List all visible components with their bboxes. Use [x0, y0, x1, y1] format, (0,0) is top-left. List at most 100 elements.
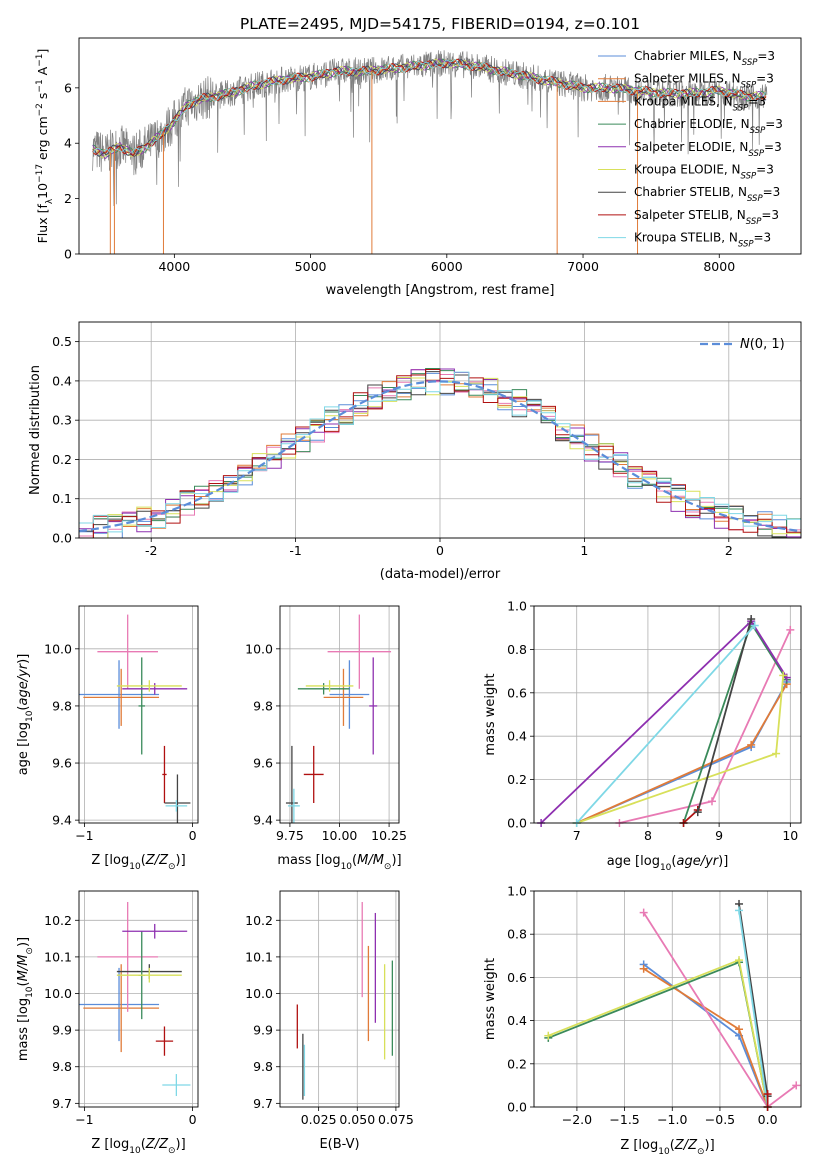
x-tick-label: −1.0 [657, 1112, 687, 1127]
plus-marker [779, 671, 788, 680]
y-tick-label: 10.0 [44, 641, 72, 656]
y-tick-label: 4 [64, 136, 72, 151]
y-tick-label: 0.3 [52, 413, 72, 428]
y-tick-label: 9.9 [253, 1023, 273, 1038]
errorbar-point [323, 668, 364, 726]
model-spectrum [92, 58, 767, 154]
plus-marker [639, 908, 648, 917]
legend-entry: Salpeter ELODIE, NSSP=3 [634, 140, 782, 159]
legend-entry: Kroupa MILES, NSSP=3 [634, 94, 766, 113]
model-spectrum [92, 58, 767, 154]
y-tick-label: 0.2 [507, 1056, 527, 1071]
y-tick-label: 10.1 [44, 949, 72, 964]
x-tick-label: 0.0 [758, 1112, 778, 1127]
x-tick-label: -2 [145, 543, 157, 558]
panel-mass_vs_ebv: 0.025 0.050 0.075 9.7 9.8 9.9 10.0 10.1 10.2 E(B-… [245, 890, 414, 1152]
y-tick-label: 9.7 [52, 1096, 72, 1111]
y-axis-label: mass weight [483, 673, 498, 755]
svg-text:N(0, 1): N(0, 1) [740, 337, 785, 352]
y-tick-label: 0.8 [507, 927, 527, 942]
panel-weight_vs_Z: −2.0 −1.5 −1.0 −0.5 0.0 0.0 0.2 0.4 0.6 0.8 1.0 Z [… [483, 884, 802, 1157]
weight-series [576, 624, 756, 824]
y-tick-label: 0.2 [52, 452, 72, 467]
y-axis-label: age [log10(age/yr)] [16, 654, 35, 776]
svg-text:mass [log10(M/M⊙)]: mass [log10(M/M⊙)] [277, 853, 401, 872]
y-tick-label: 0.0 [52, 531, 72, 546]
y-tick-label: 0.0 [507, 816, 527, 831]
errorbar-point [116, 967, 182, 983]
y-tick-label: 0.4 [507, 729, 527, 744]
errorbar-point [287, 788, 300, 823]
y-tick-label: 9.6 [253, 756, 273, 771]
errorbar-point [97, 901, 158, 1012]
errorbar-point [369, 657, 378, 755]
svg-text:Z [log10(Z/Z⊙)]: Z [log10(Z/Z⊙)] [620, 1138, 714, 1157]
axes-frame [533, 890, 802, 1108]
normal-curve [79, 380, 801, 533]
errorbar-point [165, 800, 188, 812]
x-tick-label: 1 [580, 543, 588, 558]
y-tick-label: 0 [64, 247, 72, 262]
panel-weight_vs_age: 7 8 9 10 0.0 0.2 0.4 0.6 0.8 1.0 age [log10(age/yr… [483, 599, 802, 873]
model-spectrum [92, 58, 767, 156]
errorbar-point [122, 923, 188, 939]
y-tick-label: 10.1 [245, 949, 273, 964]
errorbar-point [83, 964, 160, 1053]
x-tick-label: 0 [189, 828, 197, 843]
y-tick-label: 1.0 [507, 599, 527, 614]
y-tick-label: 9.9 [52, 1023, 72, 1038]
weight-series [738, 903, 769, 1097]
errorbar-point [329, 660, 370, 729]
x-tick-label: 10.00 [322, 828, 358, 843]
errorbar-point [155, 1026, 174, 1056]
x-tick-label: −1.5 [609, 1112, 639, 1127]
plus-marker [735, 1025, 744, 1034]
axes-frame [78, 37, 802, 255]
panel-spectrum: 4000 5000 6000 7000 8000 0 2 4 6 Chabrier MILES, … [35, 37, 802, 298]
y-tick-label: 10.0 [245, 641, 273, 656]
x-tick-label: 9 [715, 828, 723, 843]
errorbar-point [297, 683, 350, 695]
x-tick-label: -1 [289, 543, 301, 558]
svg-text:Z [log10(Z/Z⊙)]: Z [log10(Z/Z⊙)] [91, 853, 185, 872]
errorbar-point [79, 967, 160, 1042]
y-tick-label: 2 [64, 191, 72, 206]
weight-series [738, 910, 769, 1108]
x-tick-label: −2.0 [562, 1112, 592, 1127]
y-axis-label: Normed distribution [28, 365, 43, 495]
axes-frame [78, 890, 199, 1108]
x-axis-label: E(B-V) [319, 1137, 359, 1152]
plus-marker [747, 615, 756, 624]
x-tick-label: 10.25 [371, 828, 407, 843]
y-tick-label: 0.1 [52, 491, 72, 506]
x-tick-label: 0.025 [301, 1112, 337, 1127]
svg-text:age [log10(age/yr)]: age [log10(age/yr)] [16, 654, 35, 776]
svg-text:mass [log10(M/M⊙)]: mass [log10(M/M⊙)] [16, 937, 35, 1061]
svg-text:age [log10(age/yr)]: age [log10(age/yr)] [607, 854, 729, 873]
y-tick-label: 9.8 [52, 698, 72, 713]
errorbar-point [164, 774, 191, 823]
axes-frame [533, 605, 802, 824]
y-tick-label: 0.2 [507, 772, 527, 787]
residual-histogram [79, 369, 801, 538]
svg-text:Flux [fλ10−17 erg cm−2 s−1 A−1: Flux [fλ10−17 erg cm−2 s−1 A−1] [35, 49, 55, 244]
model-spectrum [92, 58, 767, 158]
x-axis-label: Z [log10(Z/Z⊙)] [91, 1137, 185, 1156]
axes-frame [279, 605, 400, 824]
legend-entry: Chabrier ELODIE, NSSP=3 [634, 117, 783, 136]
plus-marker [750, 621, 759, 630]
x-tick-label: 0 [189, 1112, 197, 1127]
x-axis-label: mass [log10(M/M⊙)] [277, 853, 401, 872]
residual-histogram [79, 371, 801, 538]
errorbar-point [116, 680, 182, 692]
errorbar-point [83, 668, 160, 726]
errorbar-point [138, 657, 145, 755]
y-tick-label: 0.4 [507, 1013, 527, 1028]
axes-frame [78, 605, 199, 824]
errorbar-point [79, 660, 160, 729]
y-tick-label: 9.7 [253, 1096, 273, 1111]
y-tick-label: 9.6 [52, 756, 72, 771]
x-tick-label: 9.75 [276, 828, 304, 843]
legend-entry: Salpeter MILES, NSSP=3 [634, 72, 774, 91]
plus-marker [693, 808, 702, 817]
